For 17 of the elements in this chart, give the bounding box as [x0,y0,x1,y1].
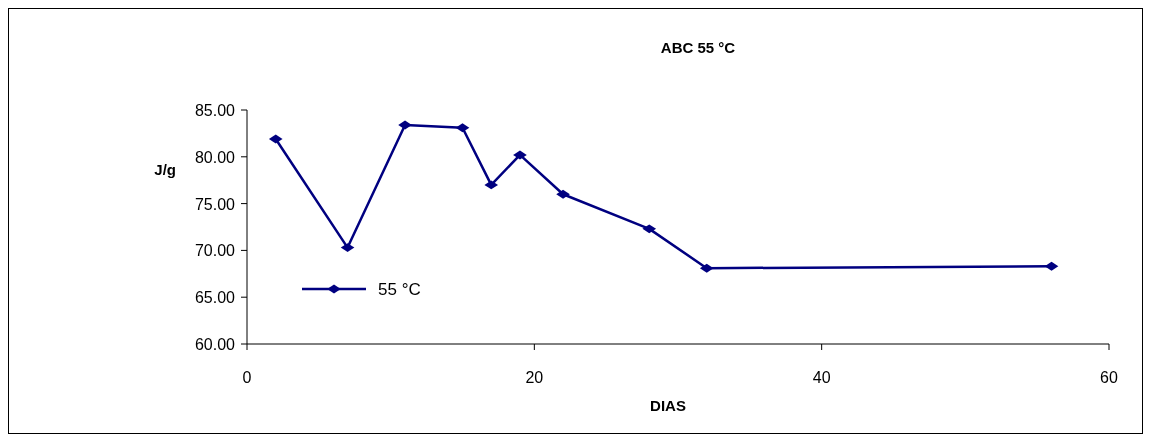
x-tick-label: 0 [242,369,252,386]
point [513,150,527,160]
x-tick-label: 40 [812,369,831,386]
x-tick-label: 20 [525,369,544,386]
point [556,189,570,199]
y-tick-label: 80.00 [194,148,236,166]
y-tick-label: 75.00 [194,195,236,213]
y-tick-label: 85.00 [194,102,236,119]
x-tick-label: 60 [1100,369,1118,386]
x-axis-title: DIAS [650,397,686,414]
chart-title: ABC 55 °C [660,39,736,56]
y-tick-label: 60.00 [194,336,236,353]
y-axis-title: J/g [154,161,176,178]
y-tick-label: 65.00 [194,289,236,307]
point [398,120,412,130]
y-tick-label: 70.00 [194,242,236,260]
legend-label: 55 °C [378,280,421,299]
